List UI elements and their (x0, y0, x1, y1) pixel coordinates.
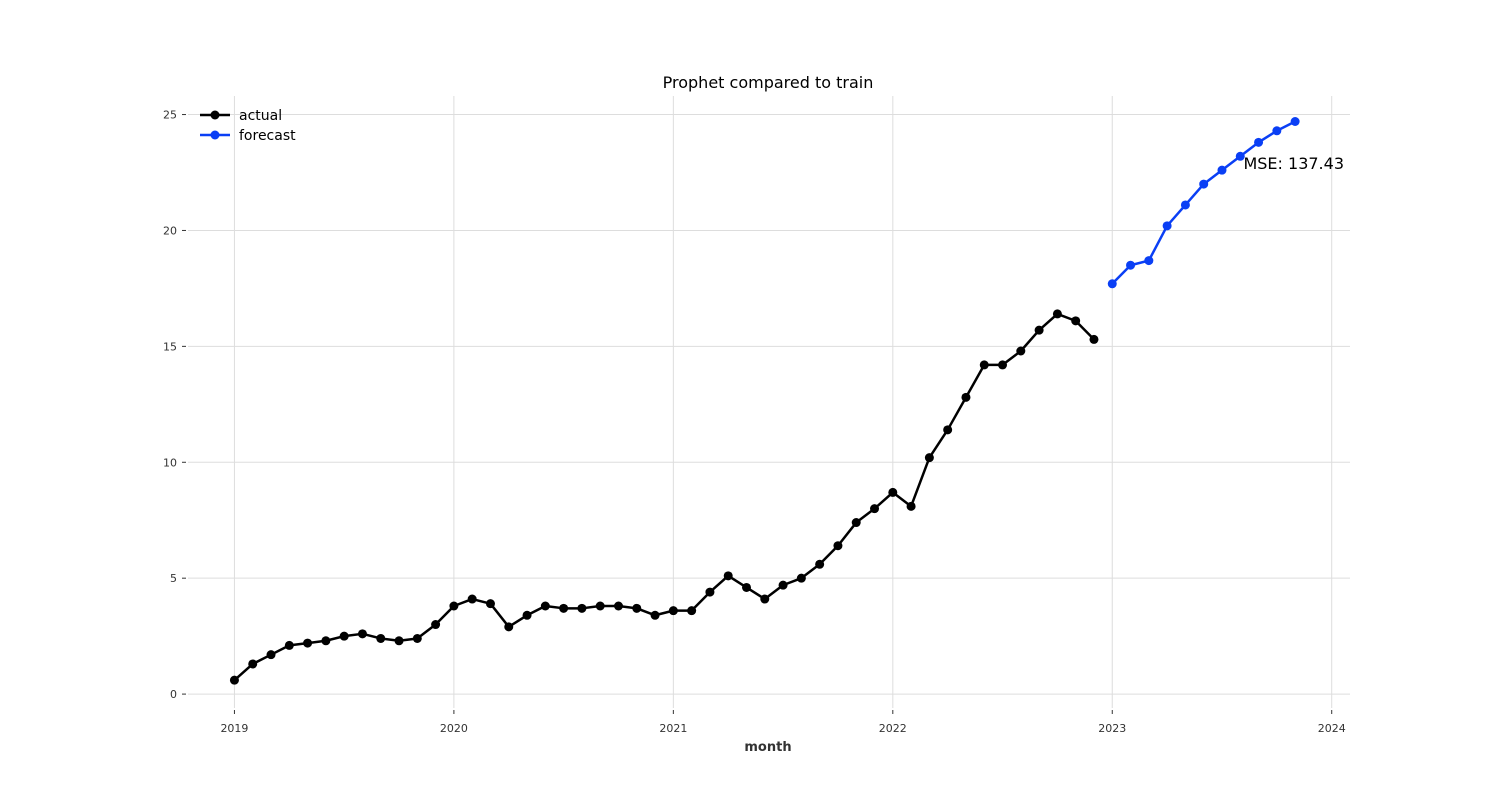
legend-label-forecast: forecast (239, 128, 296, 144)
data-point-actual (705, 587, 715, 597)
data-point-forecast (1126, 260, 1136, 270)
data-point-forecast (1254, 137, 1264, 147)
chart-title: Prophet compared to train (663, 73, 874, 92)
data-point-actual (431, 620, 441, 630)
series-forecast (1107, 117, 1300, 289)
data-point-actual (742, 582, 752, 592)
y-tick-label: 20 (163, 224, 177, 237)
grid-lines (188, 96, 1350, 708)
data-point-actual (979, 360, 989, 370)
legend-marker-actual (210, 110, 220, 120)
data-point-actual (1052, 309, 1062, 319)
x-tick-label: 2023 (1098, 722, 1126, 735)
data-point-forecast (1162, 221, 1172, 231)
data-point-actual (266, 650, 276, 660)
x-tick-label: 2022 (879, 722, 907, 735)
y-axis-ticks: 0 5 10 15 20 25 (163, 109, 186, 701)
data-point-actual (485, 599, 495, 609)
data-point-actual (1034, 325, 1044, 335)
data-point-actual (284, 640, 294, 650)
data-point-actual (687, 606, 697, 616)
data-point-actual (723, 571, 733, 581)
legend: actual forecast (200, 108, 296, 144)
data-point-actual (412, 633, 422, 643)
data-point-actual (504, 622, 514, 632)
data-point-actual (632, 603, 642, 613)
data-point-actual (522, 610, 532, 620)
data-point-actual (229, 675, 239, 685)
data-point-actual (650, 610, 660, 620)
data-point-actual (394, 636, 404, 646)
x-tick-label: 2021 (659, 722, 687, 735)
series-group (229, 117, 1300, 685)
data-point-actual (998, 360, 1008, 370)
data-point-forecast (1144, 256, 1154, 266)
data-point-forecast (1199, 179, 1209, 189)
legend-item-actual: actual (200, 108, 282, 124)
y-tick-label: 10 (163, 456, 177, 469)
data-point-actual (833, 541, 843, 551)
data-point-actual (778, 580, 788, 590)
y-tick-label: 0 (170, 688, 177, 701)
data-point-actual (943, 425, 953, 435)
series-line-actual (233, 312, 1095, 682)
data-point-actual (559, 603, 569, 613)
legend-label-actual: actual (239, 108, 282, 124)
legend-marker-forecast (210, 130, 220, 140)
data-point-actual (1089, 334, 1099, 344)
data-point-actual (1016, 346, 1026, 356)
y-tick-label: 15 (163, 340, 177, 353)
data-point-actual (924, 453, 934, 463)
data-point-actual (248, 659, 258, 669)
series-actual (229, 309, 1099, 685)
data-point-actual (376, 633, 386, 643)
data-point-actual (760, 594, 770, 604)
data-point-forecast (1217, 165, 1227, 175)
data-point-forecast (1107, 279, 1117, 289)
data-point-actual (613, 601, 623, 611)
data-point-actual (888, 487, 898, 497)
mse-annotation: MSE: 137.43 (1243, 154, 1344, 173)
data-point-actual (595, 601, 605, 611)
data-point-forecast (1180, 200, 1190, 210)
x-tick-label: 2019 (220, 722, 248, 735)
x-axis-label: month (744, 740, 791, 755)
data-point-actual (449, 601, 459, 611)
data-point-actual (303, 638, 313, 648)
data-point-actual (357, 629, 367, 639)
data-point-actual (339, 631, 349, 641)
x-tick-label: 2024 (1318, 722, 1346, 735)
x-axis-ticks: 2019 2020 2021 2022 2023 2024 (220, 710, 1346, 735)
legend-item-forecast: forecast (200, 128, 296, 144)
data-point-actual (870, 504, 880, 514)
y-tick-label: 5 (170, 572, 177, 585)
data-point-actual (796, 573, 806, 583)
data-point-forecast (1290, 117, 1300, 126)
data-point-actual (577, 603, 587, 613)
data-point-actual (321, 636, 331, 646)
data-point-actual (851, 518, 861, 528)
data-point-forecast (1235, 151, 1245, 161)
series-line-forecast (1111, 120, 1296, 285)
data-point-actual (668, 606, 678, 616)
data-point-actual (815, 559, 825, 569)
data-point-actual (1071, 316, 1081, 326)
data-point-forecast (1272, 126, 1282, 136)
data-point-actual (467, 594, 477, 604)
data-point-actual (906, 501, 916, 511)
data-point-actual (540, 601, 550, 611)
y-tick-label: 25 (163, 109, 177, 122)
data-point-actual (961, 392, 971, 402)
x-tick-label: 2020 (440, 722, 468, 735)
